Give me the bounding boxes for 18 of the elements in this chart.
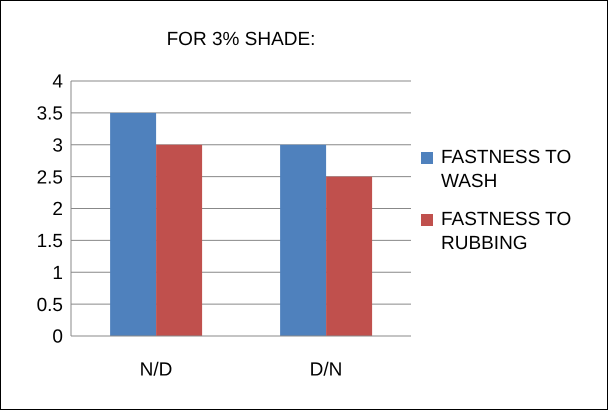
y-tick-label: 1 <box>52 262 63 284</box>
y-tick-label: 2.5 <box>36 167 63 188</box>
legend-label: FASTNESS TO RUBBING <box>441 208 572 256</box>
x-tick-label: D/N <box>310 359 342 380</box>
chart-title: FOR 3% SHADE: <box>166 29 316 51</box>
bar <box>110 112 156 336</box>
y-tick-label: 3.5 <box>36 104 63 125</box>
y-tick-label: 4 <box>52 72 64 93</box>
bar <box>326 176 372 336</box>
y-tick-label: 1.5 <box>36 231 63 252</box>
y-tick-label: 2 <box>52 199 63 220</box>
y-tick-label: 0 <box>52 326 63 348</box>
y-tick-label: 3 <box>52 135 63 156</box>
x-tick-label: N/D <box>140 359 172 380</box>
legend-label: FASTNESS TO WASH <box>441 146 572 194</box>
bar <box>280 144 326 336</box>
bar <box>156 144 202 336</box>
y-tick-label: 0.5 <box>36 294 63 316</box>
